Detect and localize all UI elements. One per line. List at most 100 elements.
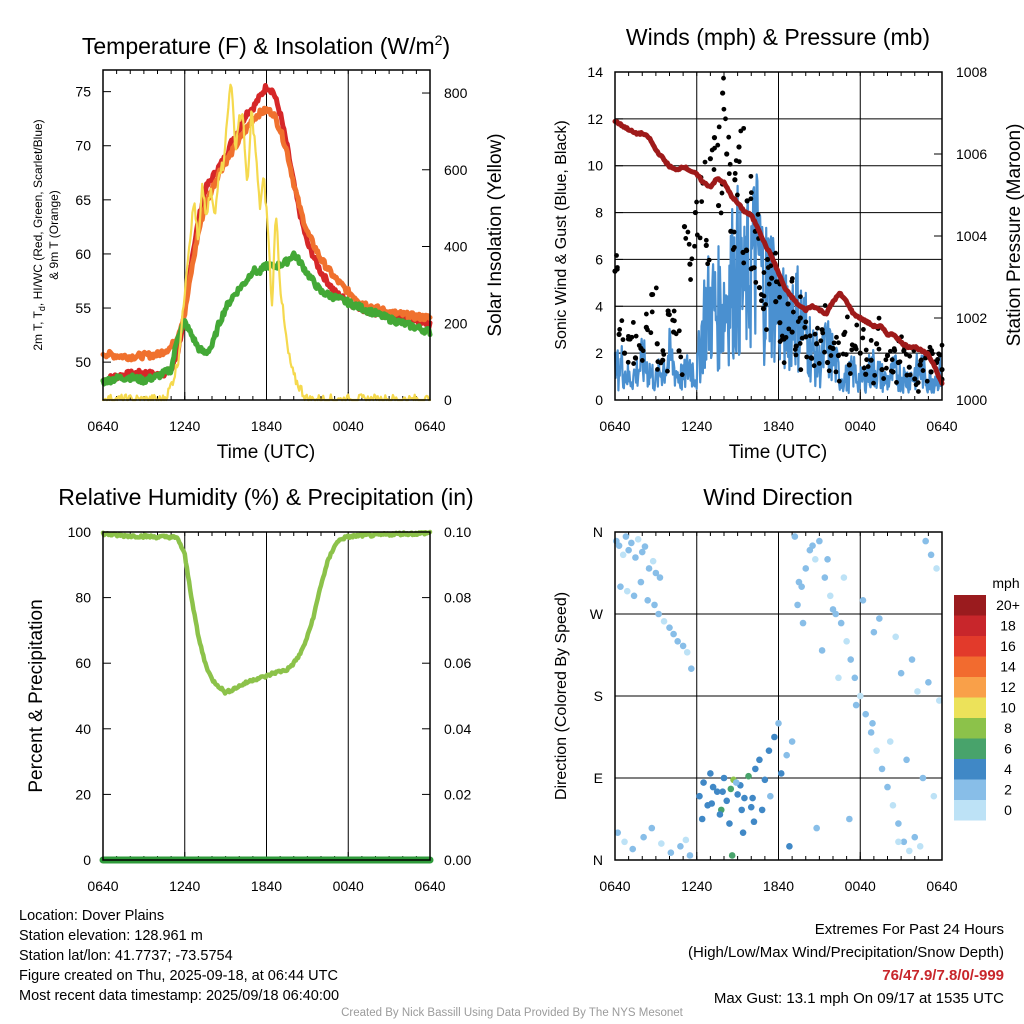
gust-point: [811, 363, 817, 369]
gust-point: [917, 362, 923, 368]
gust-point: [789, 278, 795, 284]
colorbar-label: 12: [1000, 679, 1016, 695]
gust-point: [833, 369, 839, 375]
wind-direction-point: [615, 542, 623, 549]
gust-point: [619, 318, 625, 324]
wind-direction-point: [719, 788, 726, 795]
gust-point: [912, 376, 918, 382]
wind-direction-point: [698, 815, 706, 823]
rh-panel-title: Relative Humidity (%) & Precipitation (i…: [58, 484, 473, 510]
station-elevation: Station elevation: 128.961 m: [19, 928, 203, 944]
gust-point: [836, 378, 842, 384]
wind-direction-point: [791, 533, 799, 540]
gust-point: [688, 277, 693, 282]
gust-point: [673, 331, 679, 337]
gust-point: [818, 338, 824, 344]
gust-point: [803, 319, 809, 325]
wind-direction-point: [682, 836, 690, 844]
gust-point: [705, 261, 711, 267]
y-tick-label: 0: [83, 852, 91, 868]
gust-point: [868, 338, 874, 343]
gust-point: [726, 134, 732, 140]
colorbar-label: 10: [1000, 700, 1016, 716]
gust-point: [797, 315, 803, 321]
gust-point: [876, 315, 882, 321]
wind-direction-point: [884, 783, 891, 791]
gust-point: [760, 306, 767, 312]
wind-direction-point: [826, 592, 834, 600]
colorbar-swatch: [954, 697, 986, 718]
wind-direction-point: [911, 833, 919, 841]
gust-point: [699, 199, 705, 205]
gust-point: [890, 369, 896, 375]
wind-direction-point: [655, 610, 662, 618]
wind-direction-point: [873, 747, 880, 754]
wind-direction-point: [632, 554, 639, 561]
wind-direction-point: [895, 838, 902, 846]
plot-frame: [102, 531, 431, 861]
gust-point: [834, 334, 839, 340]
gust-point: [824, 359, 831, 366]
colorbar-label: 18: [1000, 618, 1016, 634]
gust-point: [879, 366, 885, 373]
gust-point: [773, 299, 779, 305]
y-tick-label: 12: [587, 111, 603, 127]
gust-point: [920, 368, 926, 373]
gust-point: [654, 341, 660, 347]
y-right-tick-label: 800: [444, 85, 468, 101]
wind-direction-point: [696, 792, 703, 800]
wind-direction-point: [628, 539, 635, 547]
gust-point: [814, 341, 820, 347]
gust-point: [727, 161, 733, 167]
colorbar-label: 20+: [996, 597, 1020, 613]
wind-direction-point: [625, 546, 632, 554]
gust-point: [871, 380, 876, 386]
gust-point: [863, 371, 869, 377]
gust-point: [782, 335, 788, 341]
temperature-line-1: [100, 105, 433, 363]
y-right-tick-label: 0.06: [444, 655, 471, 671]
x-tick-label: 1840: [763, 418, 794, 434]
wind-direction-point: [716, 811, 724, 818]
wind-direction-point: [935, 697, 943, 704]
gust-point: [649, 309, 655, 315]
gust-point: [897, 359, 903, 365]
gust-point: [721, 75, 726, 81]
wind-direction-point: [777, 770, 785, 777]
y-right-tick-label: 400: [444, 239, 468, 255]
wdir-panel-ylabel: Direction (Colored By Speed): [553, 592, 570, 800]
gust-point: [681, 224, 688, 230]
gust-point: [653, 285, 659, 291]
gust-point: [650, 292, 656, 297]
gust-point: [809, 356, 815, 361]
gust-point: [759, 298, 764, 304]
wind-direction-point: [749, 794, 756, 802]
gust-point: [913, 382, 919, 388]
gust-point: [883, 357, 889, 363]
wind-direction-point: [727, 785, 735, 793]
wind-direction-point: [683, 648, 691, 656]
gust-point: [660, 348, 666, 354]
gust-point: [884, 365, 889, 371]
gust-point: [803, 334, 809, 340]
gust-point: [853, 346, 859, 352]
x-tick-label: 0040: [333, 418, 364, 434]
gust-point: [936, 351, 942, 357]
gust-point: [633, 333, 639, 339]
wind-direction-point: [892, 633, 899, 641]
wind-direction-point: [900, 838, 908, 846]
gust-point: [876, 346, 882, 352]
wind-direction-point: [652, 569, 660, 577]
gust-point: [692, 243, 697, 249]
y-tick-label: 10: [587, 158, 603, 174]
y-tick-label: 2: [595, 345, 603, 361]
gust-point: [861, 327, 866, 332]
gust-point: [638, 345, 644, 351]
wind-direction-point: [708, 800, 716, 807]
colorbar-swatch: [954, 779, 986, 800]
wind-panel-title: Winds (mph) & Pressure (mb): [626, 24, 930, 50]
wind-direction-point: [916, 843, 924, 850]
x-tick-label: 0040: [333, 878, 364, 894]
gust-point: [847, 371, 853, 376]
temp-panel-ylabel-left-2: & 9m T (Orange): [47, 190, 61, 280]
